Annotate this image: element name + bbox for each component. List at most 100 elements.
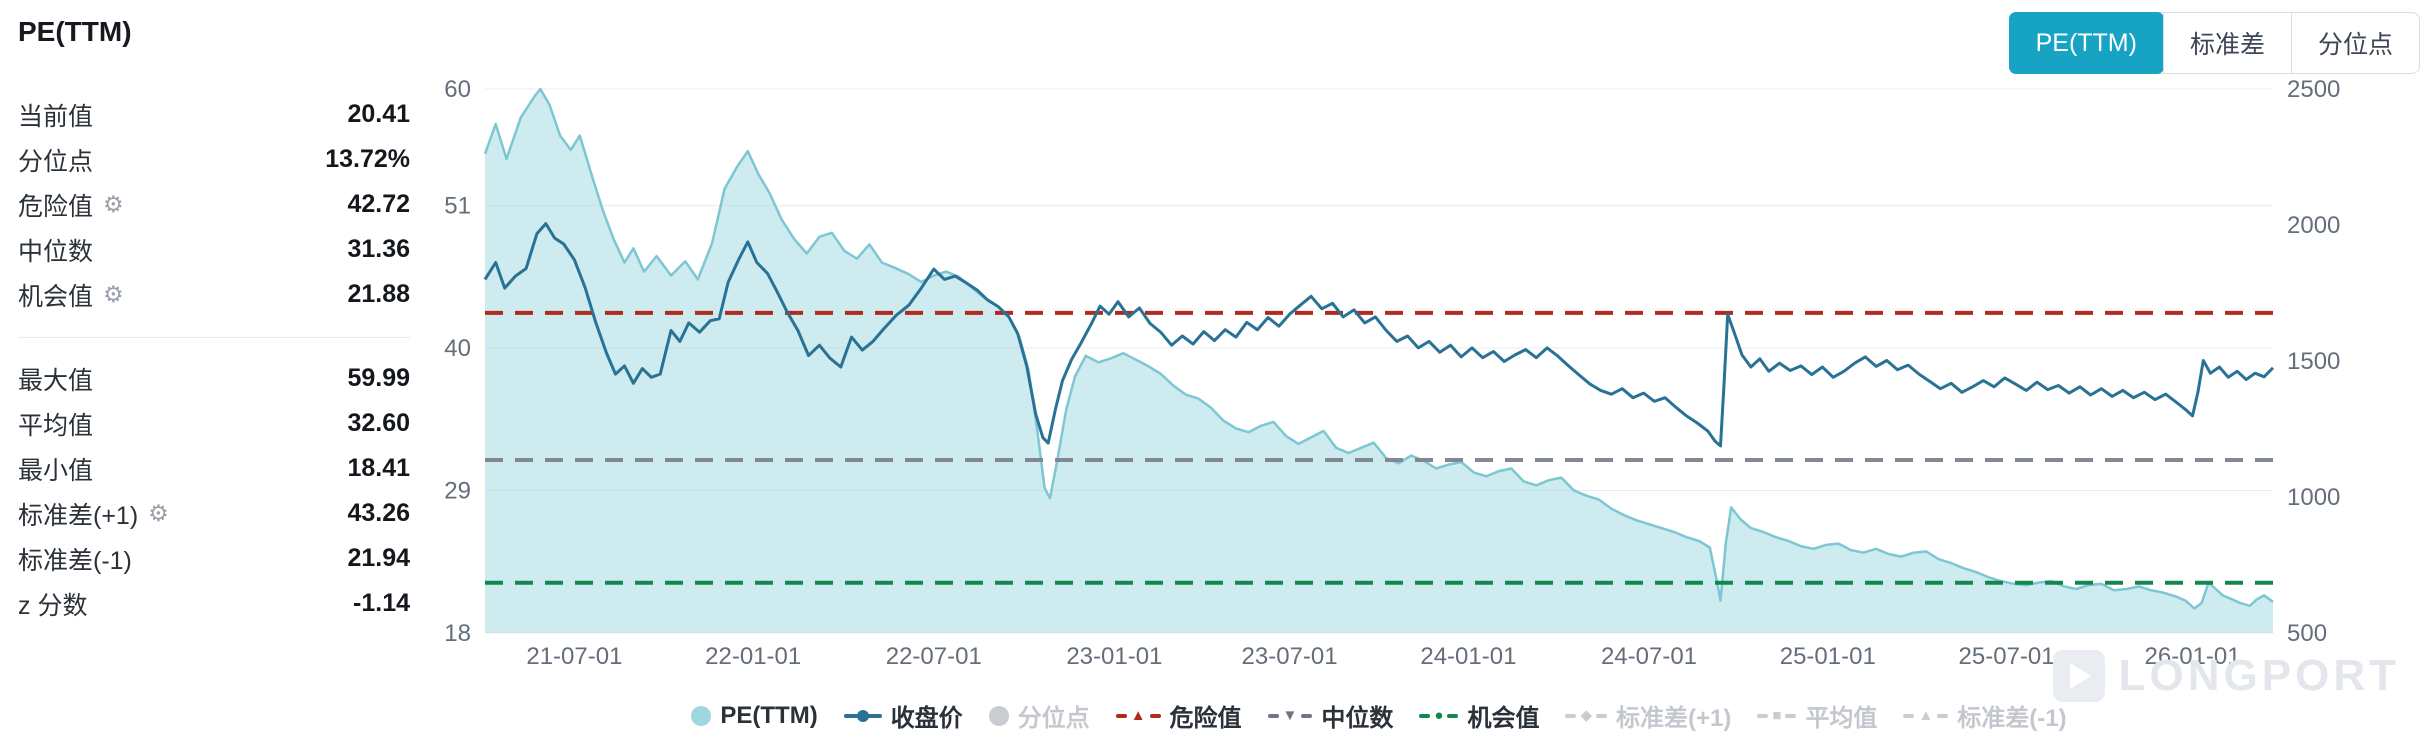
legend-marker-glyph-icon: ▼ [1282,707,1298,724]
legend-label: 机会值 [1467,705,1540,732]
stat-label-wrap: 危险值 ⚙ [18,187,124,223]
stat-row: 平均值 32.60 [18,401,410,446]
dash-segment [1903,713,1915,718]
stat-value: 42.72 [347,190,410,218]
stat-label-wrap: 最小值 [18,451,93,487]
dash-segment [1267,713,1279,718]
legend-item-danger[interactable]: ▲ 危险值 [1115,698,1242,733]
legend-item-average[interactable]: ■ 平均值 [1757,698,1877,733]
legend-marker-circle-icon [691,705,712,726]
dash-segment [1149,713,1161,718]
right-axis-label: 2000 [2287,212,2340,239]
close-price-series [483,222,2275,448]
gear-icon[interactable]: ⚙ [103,281,124,307]
legend-marker-dash-icon: ■ [1757,707,1797,724]
stat-value: -1.14 [353,589,410,617]
legend-label: PE(TTM) [720,701,818,729]
x-axis-label: 23-07-01 [1242,643,1338,670]
stat-label: 最大值 [18,366,94,395]
longport-logo-icon [2052,650,2105,702]
stat-value: 13.72% [325,145,410,173]
legend-label: 收盘价 [890,705,963,732]
x-axis-label: 25-07-01 [1959,643,2055,670]
stat-value: 21.94 [347,544,410,572]
legend-label: 标准差(+1) [1616,705,1732,732]
tab-std-dev[interactable]: 标准差 [2162,13,2291,73]
legend-item-percentile[interactable]: 分位点 [988,698,1090,733]
legend-item-std-plus-1[interactable]: ◆ 标准差(+1) [1565,698,1731,733]
stat-label: 当前值 [18,102,94,131]
legend-marker-circle-icon [988,705,1009,726]
stat-label-wrap: 最大值 [18,361,93,397]
gear-icon[interactable]: ⚙ [103,191,124,217]
stat-label: 机会值 [18,282,94,311]
stat-row: 危险值 ⚙ 42.72 [18,182,410,227]
stat-row: 机会值 ⚙ 21.88 [18,272,410,317]
stat-label-wrap: z 分数 [18,586,87,622]
metric-tabs: PE(TTM) 标准差 分位点 [2008,12,2420,74]
legend-label: 平均值 [1805,705,1878,732]
gear-icon[interactable]: ⚙ [148,500,169,526]
legend-marker-line-icon [843,709,882,722]
legend-item-std-minus-1[interactable]: ▲ 标准差(-1) [1903,698,2067,733]
legend-marker-glyph-icon: ● [1434,707,1444,724]
left-axis-label: 51 [444,193,471,220]
dash-segment [1419,713,1431,718]
x-axis-label: 23-01-01 [1066,643,1162,670]
stat-row: 标准差(+1) ⚙ 43.26 [18,491,410,536]
legend-label: 标准差(-1) [1957,705,2067,732]
pe-area-series [485,89,2273,634]
stat-label: 危险值 [18,192,94,221]
stat-value: 32.60 [347,409,410,437]
stat-label-wrap: 机会值 ⚙ [18,277,124,313]
legend-marker-glyph-icon: ◆ [1580,707,1593,724]
stat-value: 31.36 [347,235,410,263]
legend-item-pe-ttm[interactable]: PE(TTM) [691,701,818,730]
legend-marker-dot-icon [856,709,869,722]
stat-value: 59.99 [347,364,410,392]
stat-value: 18.41 [347,454,410,482]
legend-item-close-price[interactable]: 收盘价 [843,698,963,733]
stat-row: 最大值 59.99 [18,356,410,401]
stat-row: z 分数 -1.14 [18,581,410,626]
stat-label: 最小值 [18,456,94,485]
stat-label: 平均值 [18,411,94,440]
stat-label-wrap: 中位数 [18,232,93,268]
legend-marker-dash-icon: ● [1419,707,1459,724]
legend-label: 中位数 [1321,705,1394,732]
x-axis-label: 26-01-01 [2145,643,2241,670]
stat-label: 标准差(-1) [18,546,132,575]
stat-label: 中位数 [18,237,94,266]
x-axis-label: 22-01-01 [705,643,801,670]
tab-pe-ttm[interactable]: PE(TTM) [2008,12,2164,74]
legend-item-opportunity[interactable]: ● 机会值 [1419,698,1539,733]
left-axis-label: 18 [444,620,471,647]
left-axis-label: 60 [444,76,471,103]
stat-label-wrap: 平均值 [18,406,93,442]
tab-percentile[interactable]: 分位点 [2290,13,2419,73]
stat-value: 20.41 [347,100,410,128]
stat-row: 分位点 13.72% [18,137,410,182]
stat-label-wrap: 标准差(+1) ⚙ [18,496,169,532]
dash-segment [1757,713,1769,718]
dash-segment [1565,713,1577,718]
dash-segment [1447,713,1459,718]
stat-label-wrap: 标准差(-1) [18,541,132,577]
chart-canvas[interactable]: 60 51 40 29 18 2500 2000 1500 1000 500 21-07-01 22-… [430,60,2436,690]
legend-marker-glyph-icon: ▲ [1130,707,1146,724]
legend-marker-glyph-icon: ■ [1772,707,1782,724]
x-axis-label: 22-07-01 [886,643,982,670]
legend-label: 危险值 [1169,705,1242,732]
stats-panel: 当前值 20.41 分位点 13.72% 危险值 ⚙ 42.72 中位数 31.36 机会值 ⚙ 21… [18,92,410,626]
left-axis-label: 40 [444,335,471,362]
x-axis-label: 24-07-01 [1601,643,1697,670]
stat-value: 43.26 [347,499,410,527]
stat-row: 中位数 31.36 [18,227,410,272]
legend-item-median[interactable]: ▼ 中位数 [1267,698,1394,733]
right-axis-label: 500 [2287,620,2327,647]
stat-value: 21.88 [347,280,410,308]
dash-segment [1785,713,1797,718]
stat-label: z 分数 [18,591,88,620]
dash-segment [1115,713,1127,718]
left-axis-label: 29 [444,478,471,505]
